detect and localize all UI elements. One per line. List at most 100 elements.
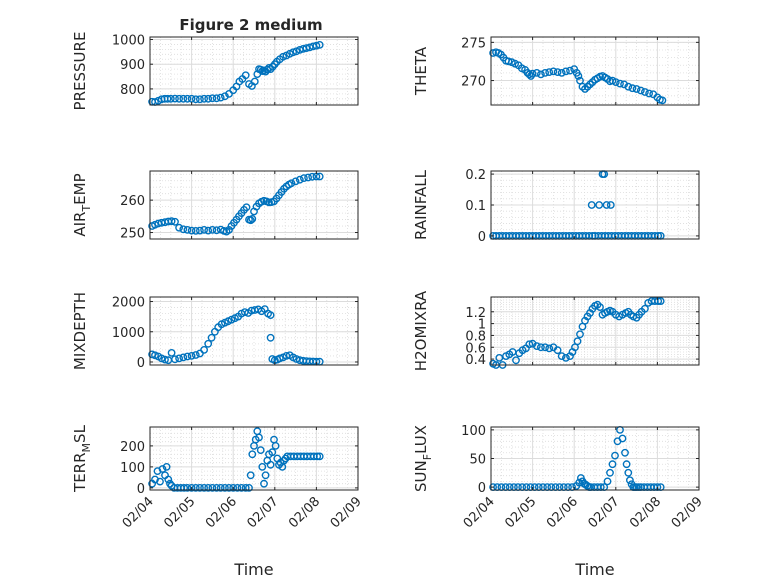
panel-2-marker — [658, 96, 667, 105]
panel-7-marker — [180, 483, 189, 492]
panel-8-marker — [603, 477, 612, 486]
panel-7-marker — [271, 441, 280, 450]
panel-2-marker — [557, 69, 566, 77]
panel-6-marker — [573, 337, 582, 346]
panel-7-xtick-label: 02/06 — [203, 494, 240, 531]
panel-8-xtick-label: 02/08 — [627, 494, 664, 531]
panel-7-marker — [256, 446, 265, 454]
panel-1-marker — [212, 94, 221, 103]
panel-8-marker — [611, 451, 619, 460]
panel-7-marker — [237, 483, 246, 492]
panel-2-ytick-label: 270 — [461, 75, 486, 90]
panel-7-marker — [241, 483, 250, 492]
panel-5-ytick-label: 2000 — [112, 296, 145, 311]
panel-7-marker — [183, 483, 192, 492]
panel-8-xtick-label: 02/07 — [586, 494, 623, 531]
panel-6-marker — [537, 343, 545, 352]
panel-2-marker — [620, 80, 628, 89]
panel-2-marker — [562, 67, 570, 76]
panel-7-ytick-label: 100 — [120, 461, 145, 476]
panel-4-marker — [606, 201, 615, 209]
panel-5-marker — [179, 353, 188, 362]
panel-6-marker — [512, 356, 520, 365]
panel-3-ytick-label: 250 — [120, 227, 145, 242]
panel-7-xtick-label: 02/08 — [286, 494, 323, 531]
panel-3-marker — [208, 225, 217, 234]
panel-5-marker — [175, 354, 184, 363]
panel-7-ytick-label: 200 — [120, 440, 145, 455]
panel-1-ytick-label: 900 — [120, 58, 145, 73]
panel-7-marker — [261, 471, 270, 480]
panel-1-marker — [265, 64, 273, 72]
panel-2-marker — [504, 57, 513, 66]
panel-3-marker — [183, 225, 192, 234]
panel-1-marker — [204, 94, 213, 103]
panel-8-xtick-label: 02/09 — [669, 494, 706, 531]
panel-6-marker — [525, 340, 534, 349]
panel-3-marker — [315, 172, 324, 181]
panel-6-ylabel: H2OMIXRA — [412, 290, 430, 371]
panel-8-marker — [606, 468, 614, 477]
panel-6-marker — [654, 297, 663, 305]
panel-8-marker — [621, 448, 629, 457]
panel-8-ytick-label: 100 — [461, 424, 486, 439]
panel-4-marker — [602, 201, 611, 209]
panel-2-marker — [645, 89, 653, 98]
panel-7-marker — [162, 462, 171, 471]
panel-3-axes-box — [149, 170, 359, 240]
panel-7-marker — [248, 450, 257, 459]
panel-2-marker — [611, 78, 620, 87]
panel-5-marker — [167, 348, 176, 357]
panel-7-marker — [253, 427, 262, 436]
panel-4-ytick-label: 0.1 — [465, 199, 486, 214]
panel-2-marker — [641, 88, 649, 96]
panel-6-ytick-label: 1.2 — [465, 306, 486, 321]
panel-6-axes-box — [490, 296, 700, 366]
panel-2-marker — [566, 66, 574, 75]
panel-3-marker — [204, 226, 213, 235]
panel-4-marker — [595, 201, 604, 209]
panel-7-xtick-label: 02/09 — [328, 494, 365, 531]
panel-4-marker — [587, 201, 596, 209]
panel-2-marker — [528, 69, 537, 78]
panel-2-marker — [525, 70, 534, 79]
panel-2-marker — [636, 86, 645, 95]
panel-3-marker — [248, 214, 257, 223]
panel-7-marker — [245, 483, 253, 492]
panel-1-marker — [241, 71, 250, 80]
panel-3-marker — [179, 225, 188, 234]
panel-3-marker — [308, 172, 317, 181]
panel-7-marker — [191, 483, 200, 492]
panel-1-marker — [315, 41, 324, 49]
panel-5-marker — [275, 354, 284, 363]
panel-7-marker — [220, 483, 229, 492]
panel-6-marker — [641, 304, 649, 313]
panel-2-marker — [628, 84, 637, 93]
panel-8-ytick-label: 50 — [469, 453, 486, 468]
panel-6-marker — [541, 343, 549, 352]
panel-2-ytick-label: 275 — [461, 36, 486, 51]
panel-5-ytick-label: 0 — [137, 356, 145, 371]
panel-4-ytick-label: 0 — [478, 230, 486, 245]
panel-6-marker — [562, 353, 570, 362]
panel-1-marker — [171, 94, 179, 103]
panel-7-marker — [268, 448, 277, 457]
panel-7-xtick-label: 02/07 — [245, 494, 282, 531]
panel-6-marker — [576, 330, 584, 339]
panel-2-marker — [624, 82, 633, 91]
panel-8-marker — [626, 476, 634, 485]
panel-8-marker — [618, 434, 627, 443]
panel-7-marker — [156, 477, 164, 486]
panel-3-marker — [291, 177, 300, 186]
panel-7-marker — [200, 483, 209, 492]
panel-3-marker — [195, 226, 204, 235]
panel-5-marker — [183, 352, 192, 361]
panel-5-ytick-label: 1000 — [112, 326, 145, 341]
panel-6-marker — [656, 297, 665, 305]
panel-8-xtick-label: 02/06 — [544, 494, 581, 531]
panel-3-marker — [295, 175, 304, 184]
panel-1-marker — [289, 48, 297, 57]
panel-1-marker — [179, 94, 188, 103]
panel-2-marker — [616, 79, 624, 88]
panel-1-marker — [312, 41, 321, 50]
